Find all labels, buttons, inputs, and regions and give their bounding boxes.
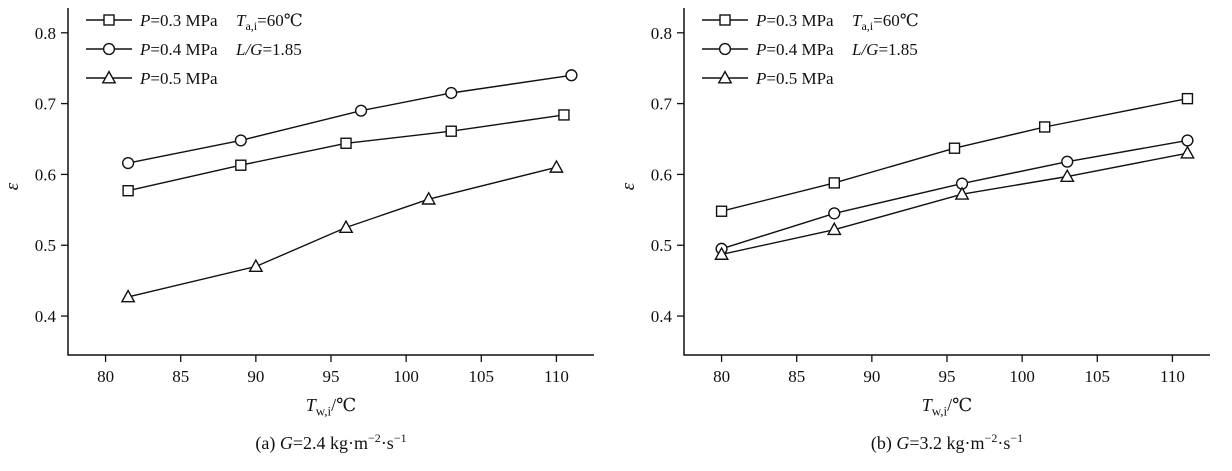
svg-text:P=0.3 MPa: P=0.3 MPa xyxy=(139,11,218,30)
svg-text:105: 105 xyxy=(1085,367,1111,386)
chart-panel-b: 80 85 90 95 100 105 110 0.4 0.5 0.6 0.7 0.8 Tw,i/℃ ε P… xyxy=(616,0,1232,455)
chart-a-canvas: 80 85 90 95 100 105 110 0.4 0.5 0.6 0.7 0.8 Tw,i/℃ ε P… xyxy=(2,8,594,418)
svg-text:Ta,i=60℃: Ta,i=60℃ xyxy=(236,11,303,33)
chart-b-canvas: 80 85 90 95 100 105 110 0.4 0.5 0.6 0.7 0.8 Tw,i/℃ ε P… xyxy=(618,8,1210,418)
svg-text:0.8: 0.8 xyxy=(651,24,672,43)
svg-text:95: 95 xyxy=(939,367,956,386)
svg-text:110: 110 xyxy=(544,367,569,386)
svg-text:90: 90 xyxy=(247,367,264,386)
svg-text:105: 105 xyxy=(469,367,495,386)
svg-text:100: 100 xyxy=(1009,367,1035,386)
svg-text:P=0.5 MPa: P=0.5 MPa xyxy=(139,69,218,88)
dual-panel-line-chart-figure: 80 85 90 95 100 105 110 0.4 0.5 0.6 0.7 0.8 Tw,i/℃ ε P… xyxy=(0,0,1232,455)
svg-text:ε: ε xyxy=(2,182,23,190)
svg-text:0.8: 0.8 xyxy=(35,24,56,43)
svg-text:110: 110 xyxy=(1160,367,1185,386)
svg-text:P=0.4 MPa: P=0.4 MPa xyxy=(755,40,834,59)
svg-text:0.5: 0.5 xyxy=(35,236,56,255)
chart-b-caption: (b) G=3.2 kg·m−2·s−1 xyxy=(870,431,1024,453)
svg-text:85: 85 xyxy=(788,367,805,386)
svg-text:95: 95 xyxy=(323,367,340,386)
svg-text:85: 85 xyxy=(172,367,189,386)
svg-text:80: 80 xyxy=(97,367,114,386)
svg-text:P=0.5 MPa: P=0.5 MPa xyxy=(755,69,834,88)
svg-text:0.5: 0.5 xyxy=(651,236,672,255)
svg-text:Ta,i=60℃: Ta,i=60℃ xyxy=(852,11,919,33)
svg-text:L/G=1.85: L/G=1.85 xyxy=(851,40,918,59)
svg-text:100: 100 xyxy=(393,367,419,386)
svg-text:P=0.4 MPa: P=0.4 MPa xyxy=(139,40,218,59)
svg-text:L/G=1.85: L/G=1.85 xyxy=(235,40,302,59)
chart-panel-a: 80 85 90 95 100 105 110 0.4 0.5 0.6 0.7 0.8 Tw,i/℃ ε P… xyxy=(0,0,616,455)
svg-text:P=0.3 MPa: P=0.3 MPa xyxy=(755,11,834,30)
svg-text:Tw,i/℃: Tw,i/℃ xyxy=(306,395,357,418)
svg-text:0.7: 0.7 xyxy=(651,95,673,114)
svg-text:90: 90 xyxy=(863,367,880,386)
svg-text:0.6: 0.6 xyxy=(651,165,672,184)
svg-text:0.4: 0.4 xyxy=(35,307,57,326)
svg-text:Tw,i/℃: Tw,i/℃ xyxy=(922,395,973,418)
svg-text:0.4: 0.4 xyxy=(651,307,673,326)
svg-text:80: 80 xyxy=(713,367,730,386)
svg-text:ε: ε xyxy=(618,182,639,190)
svg-text:0.6: 0.6 xyxy=(35,165,56,184)
svg-text:0.7: 0.7 xyxy=(35,95,57,114)
chart-a-caption: (a) G=2.4 kg·m−2·s−1 xyxy=(255,431,407,453)
